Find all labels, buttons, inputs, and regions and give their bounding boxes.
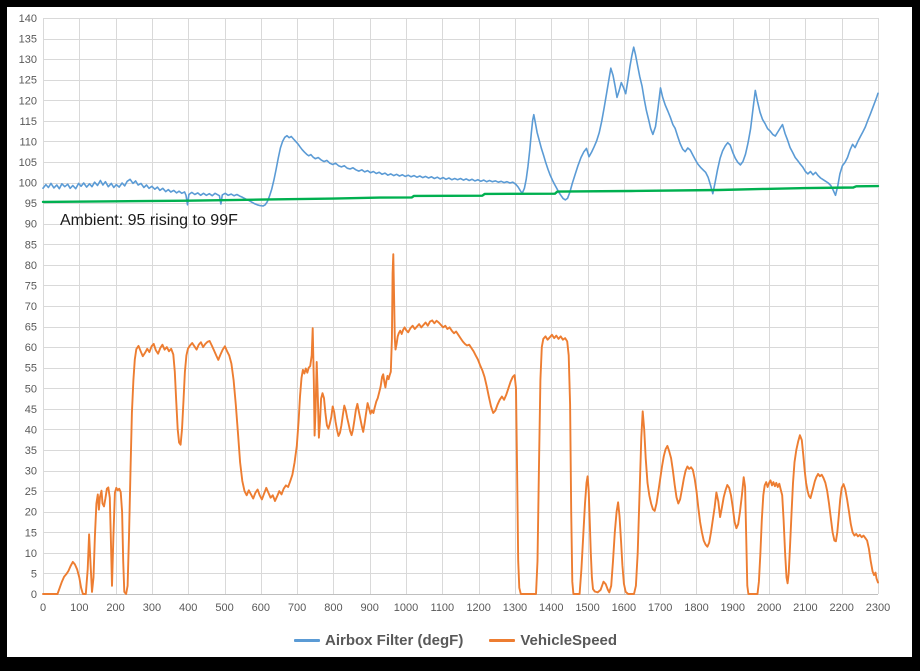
x-tick-label: 600 xyxy=(252,602,270,614)
x-tick-label: 1700 xyxy=(648,602,672,614)
x-tick-label: 1000 xyxy=(394,602,418,614)
x-tick-label: 2200 xyxy=(829,602,853,614)
x-tick-label: 100 xyxy=(70,602,88,614)
x-tick-label: 300 xyxy=(143,602,161,614)
x-tick-label: 1600 xyxy=(612,602,636,614)
x-axis-labels: 0 100 200 300 400 500 600 700 800 900 1000 1100 1200… xyxy=(40,602,890,614)
gridlines xyxy=(43,18,879,595)
x-tick-label: 200 xyxy=(106,602,124,614)
x-tick-label: 1900 xyxy=(721,602,745,614)
y-tick-label: 40 xyxy=(25,424,37,436)
y-tick-label: 125 xyxy=(19,75,37,87)
y-tick-label: 75 xyxy=(25,280,37,292)
y-tick-label: 80 xyxy=(25,260,37,272)
legend-item-airbox-filter: Airbox Filter (degF) xyxy=(294,632,463,649)
x-tick-label: 1100 xyxy=(431,602,455,614)
x-tick-label: 1800 xyxy=(684,602,708,614)
x-tick-label: 2100 xyxy=(793,602,817,614)
y-tick-label: 55 xyxy=(25,363,37,375)
chart-legend: Airbox Filter (degF) VehicleSpeed xyxy=(294,629,617,651)
chart-canvas: 0 5 10 15 20 25 30 35 40 45 50 55 60 65 70 75 80 85 90 95 10… xyxy=(7,7,912,657)
y-tick-label: 5 xyxy=(31,568,37,580)
x-tick-label: 2300 xyxy=(866,602,890,614)
y-tick-label: 30 xyxy=(25,466,37,478)
y-tick-label: 25 xyxy=(25,486,37,498)
y-tick-label: 65 xyxy=(25,322,37,334)
x-tick-label: 0 xyxy=(40,602,46,614)
x-tick-label: 1200 xyxy=(466,602,490,614)
x-tick-label: 400 xyxy=(179,602,197,614)
y-tick-label: 135 xyxy=(19,34,37,46)
y-tick-label: 15 xyxy=(25,527,37,539)
ambient-annotation: Ambient: 95 rising to 99F xyxy=(60,212,238,229)
x-tick-label: 500 xyxy=(215,602,233,614)
y-tick-label: 95 xyxy=(25,198,37,210)
y-tick-label: 20 xyxy=(25,507,37,519)
y-tick-label: 45 xyxy=(25,404,37,416)
y-tick-label: 85 xyxy=(25,239,37,251)
y-tick-label: 130 xyxy=(19,54,37,66)
y-tick-label: 105 xyxy=(19,157,37,169)
plot-area: 0 5 10 15 20 25 30 35 40 45 50 55 60 65 70 75 80 85 90 95 10… xyxy=(19,13,891,614)
ambient-series-line xyxy=(41,184,880,204)
y-tick-label: 10 xyxy=(25,548,37,560)
y-tick-label: 120 xyxy=(19,95,37,107)
legend-label-vehiclespeed: VehicleSpeed xyxy=(520,631,618,649)
x-tick-label: 2000 xyxy=(757,602,781,614)
y-tick-label: 70 xyxy=(25,301,37,313)
y-tick-label: 90 xyxy=(25,219,37,231)
y-tick-label: 50 xyxy=(25,383,37,395)
y-tick-label: 60 xyxy=(25,342,37,354)
y-tick-label: 35 xyxy=(25,445,37,457)
airbox-filter-line-swatch xyxy=(294,638,320,642)
x-tick-label: 800 xyxy=(324,602,342,614)
x-tick-label: 1500 xyxy=(575,602,599,614)
y-tick-label: 140 xyxy=(19,13,37,25)
y-tick-label: 110 xyxy=(19,136,37,148)
x-tick-label: 700 xyxy=(288,602,306,614)
y-axis-labels: 0 5 10 15 20 25 30 35 40 45 50 55 60 65 70 75 80 85 90 95 10… xyxy=(19,13,37,601)
legend-label-airbox-filter: Airbox Filter (degF) xyxy=(325,631,464,649)
y-tick-label: 100 xyxy=(19,178,37,190)
airbox-filter-series-line xyxy=(42,46,879,207)
legend-item-vehiclespeed: VehicleSpeed xyxy=(489,632,617,649)
y-tick-label: 0 xyxy=(31,589,37,601)
x-tick-label: 1300 xyxy=(503,602,527,614)
vehiclespeed-line-swatch xyxy=(489,638,516,642)
vehiclespeed-series-line xyxy=(42,253,879,595)
x-tick-label: 1400 xyxy=(539,602,563,614)
y-tick-label: 115 xyxy=(19,116,37,128)
x-tick-label: 900 xyxy=(361,602,379,614)
